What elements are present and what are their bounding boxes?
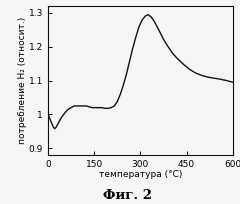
X-axis label: температура (°C): температура (°C) [99, 170, 182, 179]
Text: Фиг. 2: Фиг. 2 [103, 189, 152, 202]
Y-axis label: потребление H₂ (относит.): потребление H₂ (относит.) [18, 17, 27, 144]
